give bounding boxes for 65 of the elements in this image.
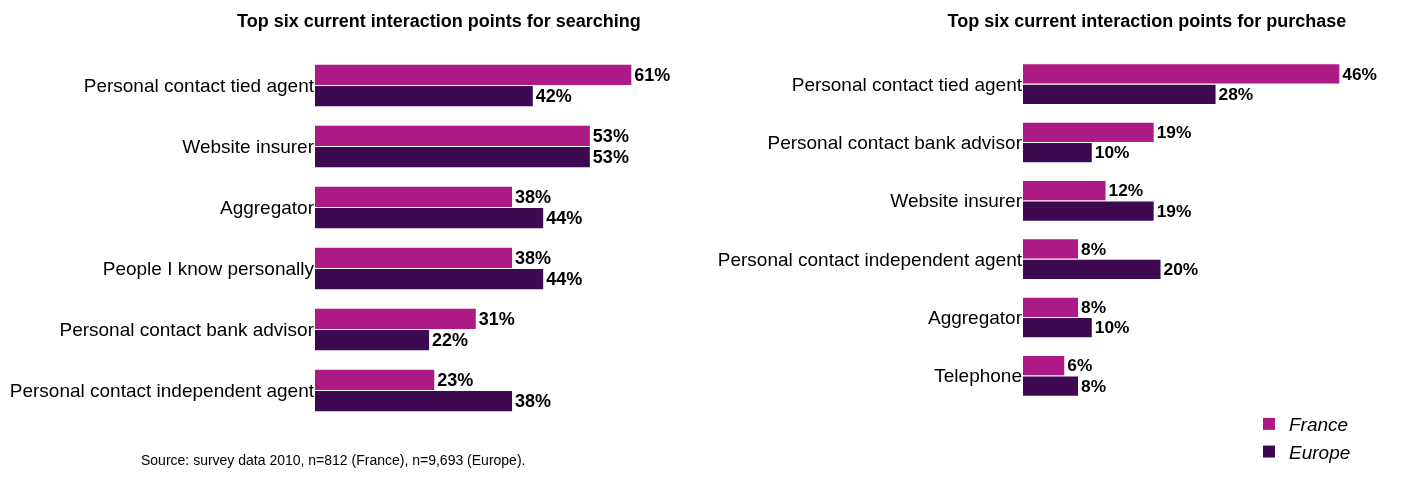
data-label: 46% <box>1342 63 1378 84</box>
bar <box>315 86 533 107</box>
data-label: 22% <box>432 330 469 351</box>
bar <box>315 64 632 85</box>
bar <box>315 147 590 168</box>
data-label: 61% <box>634 64 671 85</box>
bar <box>315 125 590 146</box>
legend-label: France <box>1289 414 1349 436</box>
bar <box>1023 64 1340 84</box>
y-tick-label: Personal contact bank advisor <box>767 132 1023 154</box>
bar <box>1023 318 1092 338</box>
bar <box>1023 181 1106 201</box>
y-tick-label: Personal contact tied agent <box>791 73 1023 95</box>
bar <box>1023 201 1154 221</box>
bar <box>315 330 430 351</box>
data-label: 19% <box>1156 200 1192 221</box>
legend-label: Europe <box>1289 441 1351 463</box>
y-tick-label: Personal contact bank advisor <box>59 319 315 341</box>
data-label: 12% <box>1108 180 1144 201</box>
data-label: 28% <box>1218 84 1254 105</box>
data-label: 8% <box>1081 297 1107 318</box>
bar <box>1023 84 1216 104</box>
bar <box>1023 259 1161 279</box>
bar <box>1023 356 1065 376</box>
chart-title: Top six current interaction points for searching <box>237 11 641 32</box>
data-label: 10% <box>1094 142 1130 163</box>
data-label: 23% <box>437 369 474 390</box>
y-tick-label: Personal contact independent agent <box>717 248 1023 270</box>
data-label: 42% <box>535 86 572 107</box>
bar <box>1023 122 1154 142</box>
data-label: 6% <box>1067 355 1093 376</box>
y-tick-label: Aggregator <box>927 307 1023 329</box>
data-label: 38% <box>515 186 552 207</box>
bar <box>315 369 435 390</box>
bar <box>315 186 513 207</box>
data-label: 31% <box>478 308 515 329</box>
y-tick-label: Personal contact tied agent <box>83 75 315 97</box>
data-label: 20% <box>1163 259 1199 280</box>
bar <box>1023 297 1079 317</box>
y-tick-label: Personal contact independent agent <box>9 380 315 402</box>
data-label: 53% <box>592 147 629 168</box>
y-tick-label: People I know personally <box>102 258 315 280</box>
y-tick-label: Website insurer <box>182 136 315 158</box>
data-label: 38% <box>515 247 552 268</box>
bar <box>315 208 544 229</box>
data-label: 8% <box>1081 375 1107 396</box>
data-label: 44% <box>546 208 583 229</box>
data-label: 10% <box>1094 317 1130 338</box>
bar <box>1023 239 1079 259</box>
bar <box>315 391 513 412</box>
data-label: 53% <box>592 125 629 146</box>
bar <box>315 308 476 329</box>
bar <box>1023 143 1092 163</box>
bar <box>315 247 513 268</box>
bar <box>1023 376 1079 396</box>
chart-title: Top six current interaction points for purchase <box>947 11 1347 32</box>
data-label: 8% <box>1081 238 1107 259</box>
y-tick-label: Telephone <box>934 365 1022 387</box>
source-note: Source: survey data 2010, n=812 (France), n=9,693 (Europe). <box>141 452 526 468</box>
bar <box>315 269 544 290</box>
data-label: 19% <box>1156 122 1192 143</box>
y-tick-label: Website insurer <box>890 190 1023 212</box>
y-tick-label: Aggregator <box>219 197 315 219</box>
data-label: 38% <box>515 391 552 412</box>
data-label: 44% <box>546 269 583 290</box>
